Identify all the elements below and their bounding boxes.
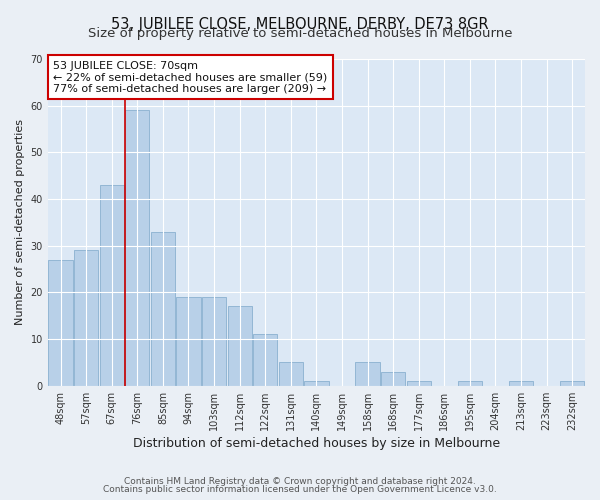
Bar (227, 306, 252, 386)
Bar (49, 260, 73, 386)
Bar (304, 381, 329, 386)
Y-axis label: Number of semi-detached properties: Number of semi-detached properties (15, 120, 25, 326)
Bar (560, 381, 584, 386)
Text: Contains HM Land Registry data © Crown copyright and database right 2024.: Contains HM Land Registry data © Crown c… (124, 477, 476, 486)
Bar (100, 185, 124, 386)
Text: 53, JUBILEE CLOSE, MELBOURNE, DERBY, DE73 8GR: 53, JUBILEE CLOSE, MELBOURNE, DERBY, DE7… (111, 18, 489, 32)
Bar (458, 381, 482, 386)
Bar (509, 381, 533, 386)
Bar (74, 250, 98, 386)
Bar (355, 362, 380, 386)
Bar (381, 372, 405, 386)
Text: Size of property relative to semi-detached houses in Melbourne: Size of property relative to semi-detach… (88, 28, 512, 40)
Bar (278, 362, 303, 386)
Bar (253, 334, 277, 386)
Bar (202, 297, 226, 386)
Bar (176, 297, 200, 386)
Text: Contains public sector information licensed under the Open Government Licence v3: Contains public sector information licen… (103, 484, 497, 494)
Bar (151, 232, 175, 386)
X-axis label: Distribution of semi-detached houses by size in Melbourne: Distribution of semi-detached houses by … (133, 437, 500, 450)
Bar (407, 381, 431, 386)
Bar (125, 110, 149, 386)
Text: 53 JUBILEE CLOSE: 70sqm
← 22% of semi-detached houses are smaller (59)
77% of se: 53 JUBILEE CLOSE: 70sqm ← 22% of semi-de… (53, 60, 328, 94)
